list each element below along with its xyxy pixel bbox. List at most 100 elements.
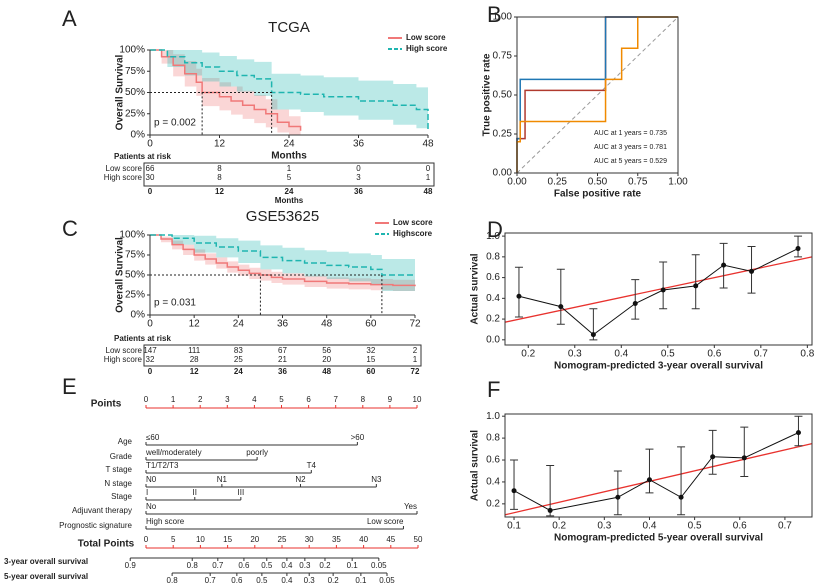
y-tick-label: 1.0: [486, 231, 500, 242]
points-tick-label: 10: [413, 395, 422, 404]
calibration-point: [678, 494, 684, 500]
level-label: II: [193, 488, 197, 497]
points-tick-label: 2: [198, 395, 203, 404]
outcome-tick-label: 0.6: [231, 576, 243, 583]
outcome-tick-label: 0.5: [261, 561, 273, 570]
calibration-point: [516, 293, 522, 299]
outcome-tick-label: 0.3: [299, 561, 311, 570]
y-tick-label: 75%: [125, 250, 145, 261]
outcome-tick-label: 0.05: [371, 561, 387, 570]
x-tick-label: 0.6: [707, 349, 721, 360]
y-tick-label: 50%: [125, 87, 145, 98]
error-bar: [677, 446, 686, 516]
scale-name: Total Points: [78, 539, 135, 550]
calibration-point: [590, 332, 596, 338]
outcome-tick-label: 0.1: [347, 561, 359, 570]
risk-row-label: Low score: [106, 346, 143, 355]
y-axis-label: Actual survival: [470, 430, 481, 501]
risk-count: 83: [234, 346, 243, 355]
row-label: T stage: [105, 465, 132, 474]
legend-label: Low score: [393, 218, 433, 227]
panel-label: A: [62, 6, 77, 31]
level-label: N1: [217, 475, 228, 484]
x-axis-label: Months: [271, 151, 307, 162]
risk-count: 32: [366, 346, 375, 355]
outcome-tick-label: 0.2: [328, 576, 340, 583]
risk-count: 147: [143, 346, 157, 355]
x-tick-label: 0.4: [643, 521, 657, 532]
y-tick-label: 25%: [125, 108, 145, 119]
risk-x-label: Months: [275, 196, 304, 205]
x-tick-label: 72: [409, 319, 421, 330]
outcome-tick-label: 0.05: [379, 576, 395, 583]
risk-x-tick-label: 12: [190, 367, 199, 376]
calibration-point: [646, 477, 652, 483]
y-axis-label: Actual survival: [470, 253, 481, 324]
total-points-tick-label: 10: [196, 535, 205, 544]
risk-x-tick-label: 24: [285, 187, 294, 196]
x-tick-label: 60: [365, 319, 377, 330]
x-tick-label: 0.2: [521, 349, 535, 360]
x-tick-label: 36: [353, 139, 365, 150]
x-tick-label: 0.00: [507, 177, 527, 188]
median-line: [150, 274, 383, 315]
legend-label: AUC at 3 years = 0.781: [594, 144, 667, 151]
panel-label: C: [62, 216, 78, 241]
level-label: No: [146, 502, 157, 511]
calibration-point: [660, 287, 666, 293]
risk-row-label: High score: [104, 355, 143, 364]
y-tick-label: 1.00: [493, 12, 513, 23]
calibration-point: [741, 455, 747, 461]
x-tick-label: 0.25: [548, 177, 568, 188]
risk-x-tick-label: 36: [278, 367, 287, 376]
x-tick-label: 0.7: [778, 521, 792, 532]
x-tick-label: 0.6: [733, 521, 747, 532]
risk-count: 67: [278, 346, 287, 355]
plot-frame: [504, 232, 813, 346]
risk-count: 1: [287, 164, 292, 173]
x-tick-label: 24: [233, 319, 245, 330]
x-tick-label: 0: [147, 139, 153, 150]
x-axis-label: Nomogram-predicted 3-year overall surviv…: [554, 361, 763, 372]
row-label: Age: [118, 437, 133, 446]
outcome-tick-label: 0.8: [187, 561, 199, 570]
y-tick-label: 0%: [131, 130, 146, 141]
points-tick-label: 5: [279, 395, 284, 404]
fit-line: [504, 256, 813, 323]
y-tick-label: 0.50: [493, 90, 513, 101]
calibration-point: [693, 283, 699, 289]
level-label: ≤60: [146, 433, 160, 442]
risk-x-tick-label: 0: [148, 367, 153, 376]
total-points-tick-label: 0: [144, 535, 149, 544]
total-points-tick-label: 40: [359, 535, 368, 544]
risk-x-tick-label: 36: [354, 187, 363, 196]
level-label: >60: [351, 433, 365, 442]
risk-table-title: Patients at risk: [114, 334, 171, 343]
level-label: well/moderately: [145, 448, 202, 457]
median-line: [150, 92, 273, 135]
y-tick-label: 75%: [125, 66, 145, 77]
outcome-tick-label: 0.4: [281, 561, 293, 570]
x-tick-label: 12: [214, 139, 226, 150]
outcome-tick-label: 0.5: [256, 576, 268, 583]
confidence-band: [150, 50, 301, 135]
risk-x-tick-label: 48: [322, 367, 331, 376]
roc-curve: [516, 16, 678, 173]
calibration-point: [749, 268, 755, 274]
calibration-point: [721, 262, 727, 268]
y-tick-label: 1.0: [486, 411, 500, 422]
total-points-tick-label: 45: [386, 535, 395, 544]
y-tick-label: 0.2: [486, 314, 500, 325]
risk-x-tick-label: 24: [234, 367, 243, 376]
outcome-label: 5-year overall survival: [4, 572, 88, 581]
confidence-band: [150, 235, 415, 292]
risk-count: 5: [287, 173, 292, 182]
risk-count: 0: [356, 164, 361, 173]
error-bar: [691, 254, 700, 310]
legend-label: AUC at 1 years = 0.735: [594, 130, 667, 137]
level-label: Yes: [404, 502, 417, 511]
total-points-tick-label: 5: [171, 535, 176, 544]
error-bar: [645, 448, 654, 494]
error-bar: [613, 470, 622, 516]
row-label: Prognostic signature: [59, 521, 132, 530]
